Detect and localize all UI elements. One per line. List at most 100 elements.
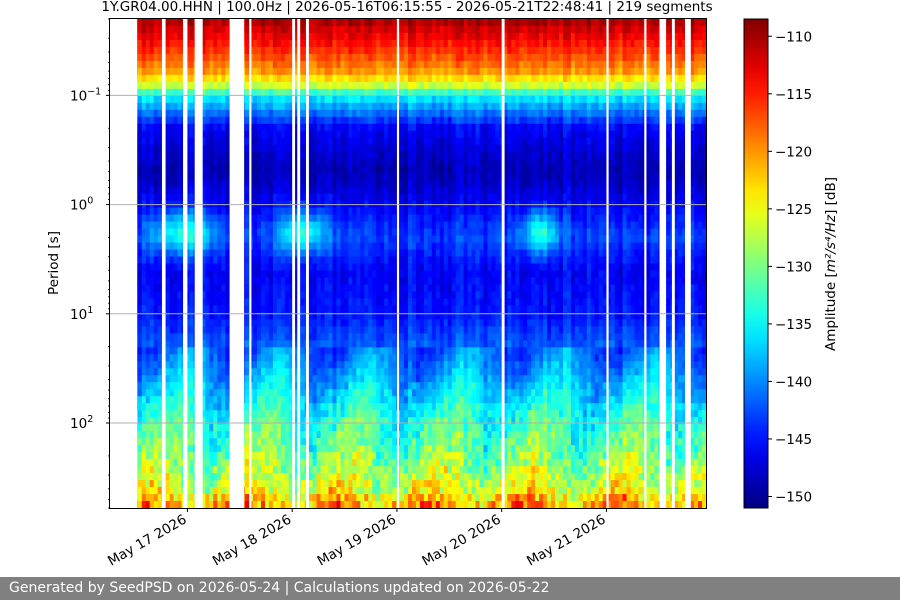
- heatmap-cell: [225, 403, 230, 411]
- heatmap-cell: [149, 95, 155, 104]
- heatmap-cell: [165, 151, 170, 160]
- heatmap-cell: [157, 25, 163, 34]
- heatmap-cell: [392, 39, 397, 48]
- heatmap-cell: [340, 445, 345, 453]
- heatmap-cell: [141, 32, 147, 41]
- heatmap-cell: [185, 410, 190, 418]
- heatmap-cell: [332, 291, 337, 299]
- heatmap-cell: [177, 67, 182, 76]
- heatmap-cell: [352, 165, 357, 174]
- heatmap-cell: [368, 81, 373, 90]
- heatmap-cell: [384, 235, 389, 243]
- heatmap-cell: [205, 375, 210, 383]
- heatmap-cell: [253, 53, 258, 62]
- heatmap-cell: [288, 137, 294, 146]
- heatmap-cell: [284, 123, 290, 132]
- heatmap-cell: [328, 74, 333, 83]
- heatmap-cell: [257, 361, 262, 369]
- heatmap-cell: [213, 130, 218, 139]
- heatmap-cell: [225, 186, 230, 195]
- heatmap-cell: [372, 410, 377, 418]
- heatmap-cell: [149, 39, 155, 48]
- heatmap-cell: [308, 312, 314, 320]
- heatmap-cell: [189, 88, 194, 97]
- heatmap-cell: [264, 277, 270, 285]
- heatmap-cell: [165, 102, 170, 111]
- heatmap-cell: [392, 95, 397, 104]
- heatmap-cell: [260, 53, 266, 62]
- heatmap-cell: [284, 410, 290, 418]
- heatmap-cell: [332, 445, 337, 453]
- heatmap-cell: [245, 116, 250, 125]
- heatmap-cell: [308, 193, 314, 202]
- heatmap-cell: [336, 165, 341, 174]
- heatmap-cell: [177, 410, 182, 418]
- heatmap-cell: [169, 326, 174, 334]
- heatmap-cell: [316, 375, 321, 383]
- heatmap-cell: [264, 494, 270, 502]
- heatmap-cell: [217, 123, 222, 132]
- heatmap-cell: [141, 95, 147, 104]
- heatmap-cell: [141, 473, 147, 481]
- heatmap-cell: [320, 186, 325, 195]
- heatmap-cell: [308, 123, 314, 132]
- heatmap-cell: [316, 452, 321, 460]
- heatmap-cell: [388, 207, 393, 215]
- heatmap-cell: [217, 102, 222, 111]
- heatmap-cell: [288, 284, 294, 292]
- heatmap-cell: [308, 249, 314, 257]
- heatmap-cell: [189, 102, 194, 111]
- heatmap-cell: [209, 452, 214, 460]
- heatmap-cell: [360, 88, 365, 97]
- heatmap-cell: [336, 466, 341, 474]
- heatmap-cell: [165, 487, 170, 495]
- heatmap-cell: [336, 459, 341, 467]
- heatmap-cell: [284, 32, 290, 41]
- heatmap-cell: [177, 326, 182, 334]
- heatmap-cell: [288, 46, 294, 55]
- heatmap-cell: [344, 235, 349, 243]
- heatmap-cell: [268, 74, 274, 83]
- heatmap-cell: [157, 340, 163, 348]
- heatmap-cell: [356, 74, 361, 83]
- heatmap-cell: [253, 74, 258, 83]
- heatmap-cell: [209, 25, 214, 34]
- heatmap-cell: [280, 466, 286, 474]
- heatmap-cell: [332, 137, 337, 146]
- heatmap-cell: [320, 298, 325, 306]
- heatmap-cell: [205, 298, 210, 306]
- heatmap-cell: [213, 333, 218, 341]
- heatmap-cell: [209, 256, 214, 264]
- heatmap-cell: [348, 431, 353, 439]
- heatmap-cell: [320, 466, 325, 474]
- heatmap-cell: [276, 67, 282, 76]
- heatmap-cell: [173, 25, 178, 34]
- heatmap-cell: [352, 158, 357, 167]
- heatmap-cell: [201, 228, 206, 236]
- heatmap-cell: [268, 354, 274, 362]
- heatmap-cell: [356, 249, 361, 257]
- heatmap-cell: [205, 95, 210, 104]
- heatmap-cell: [308, 151, 314, 160]
- heatmap-cell: [264, 375, 270, 383]
- heatmap-cell: [209, 179, 214, 188]
- heatmap-cell: [284, 25, 290, 34]
- heatmap-cell: [245, 466, 250, 474]
- heatmap-cell: [384, 74, 389, 83]
- heatmap-cell: [253, 410, 258, 418]
- heatmap-cell: [149, 494, 155, 502]
- heatmap-cell: [201, 130, 206, 139]
- heatmap-cell: [268, 417, 274, 425]
- heatmap-cell: [360, 305, 365, 313]
- heatmap-cell: [388, 19, 393, 27]
- heatmap-cell: [253, 19, 258, 27]
- heatmap-cell: [253, 445, 258, 453]
- heatmap-cell: [360, 109, 365, 118]
- heatmap-cell: [137, 158, 143, 167]
- heatmap-cell: [308, 417, 314, 425]
- heatmap-cell: [201, 256, 206, 264]
- heatmap-cell: [376, 67, 381, 76]
- heatmap-cell: [137, 466, 143, 474]
- heatmap-cell: [280, 88, 286, 97]
- heatmap-cell: [368, 74, 373, 83]
